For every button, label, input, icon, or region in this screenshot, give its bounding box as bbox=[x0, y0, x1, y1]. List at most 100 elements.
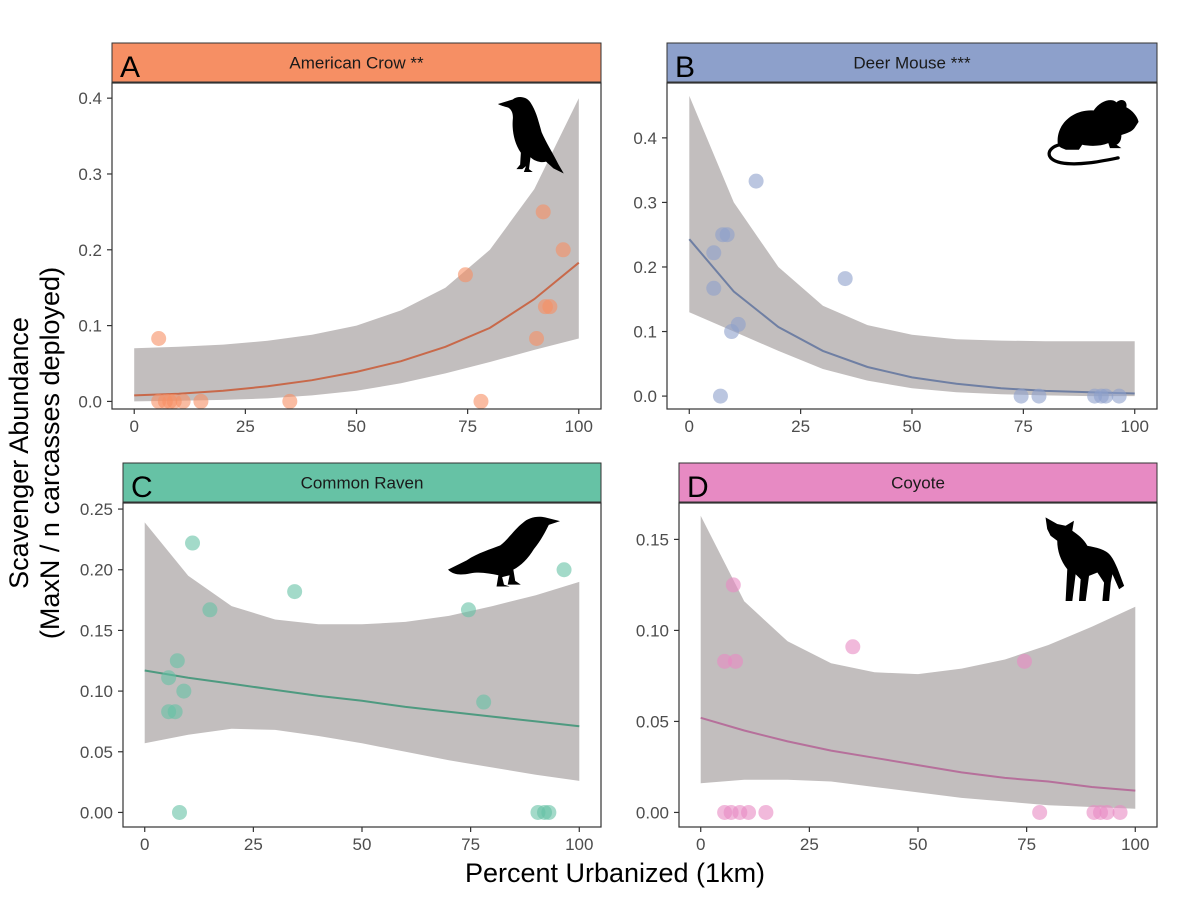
panel-a-y-tick-label: 0.4 bbox=[78, 89, 102, 108]
panel-c-data-point bbox=[476, 694, 492, 710]
panel-b-x-tick-label: 50 bbox=[903, 417, 922, 436]
panel-c-fit-line bbox=[144, 669, 580, 728]
panel-d-fit-line bbox=[700, 716, 1136, 792]
panel-a-data-point bbox=[193, 393, 209, 409]
panel-d-letter: D bbox=[687, 471, 709, 504]
panel-d-confidence-ribbon bbox=[700, 515, 1136, 809]
panel-c-y-tick-label: 0.00 bbox=[80, 803, 113, 822]
panel-d-data-point bbox=[845, 639, 861, 655]
panel-c-data-point bbox=[176, 683, 192, 699]
panel-d-data-point bbox=[1099, 804, 1115, 820]
panel-c-data-point bbox=[169, 653, 185, 669]
panel-b-confidence-ribbon bbox=[689, 95, 1135, 397]
panel-b-y-tick-label: 0.3 bbox=[633, 193, 657, 212]
panel-b-title: Deer Mouse *** bbox=[853, 54, 971, 73]
panel-c-data-point bbox=[171, 804, 187, 820]
panel-c-letter: C bbox=[131, 471, 153, 504]
panel-a-data-point bbox=[282, 393, 298, 409]
panel-c-data-point bbox=[185, 535, 201, 551]
panel-c-data-point bbox=[287, 584, 303, 600]
panel-b: Deer Mouse *** B 0 25 50 75 100 0.0 0.1 0.2 0.3 0.4 bbox=[633, 42, 1158, 436]
panel-d-x-tick-label: 0 bbox=[696, 835, 705, 854]
panel-a-data-point bbox=[555, 242, 571, 258]
panel-a-data-point bbox=[151, 330, 167, 346]
panel-c-y-tick-label: 0.25 bbox=[80, 500, 113, 519]
panel-c-data-point bbox=[556, 562, 572, 578]
panel-a-y-tick-label: 0.2 bbox=[78, 241, 102, 260]
panel-b-data-point bbox=[1098, 388, 1114, 404]
panel-d-x-tick-label: 100 bbox=[1121, 835, 1149, 854]
panel-a-data-point bbox=[175, 393, 191, 409]
panel-c-data-point bbox=[202, 602, 218, 618]
panel-b-data-point bbox=[1111, 388, 1127, 404]
panel-d: Coyote D 0 25 50 75 100 0.00 0.05 0.10 0.15 bbox=[636, 462, 1158, 854]
panel-b-fit-line bbox=[688, 238, 1135, 395]
panel-a-data-point bbox=[529, 330, 545, 346]
panel-b-strip bbox=[666, 42, 1158, 83]
panel-c-data-point bbox=[460, 602, 476, 618]
panel-a-data-point bbox=[542, 299, 558, 315]
panel-a-data-point bbox=[473, 393, 489, 409]
panel-a-x-tick-label: 0 bbox=[129, 417, 138, 436]
panel-c-x-tick-label: 25 bbox=[244, 835, 263, 854]
panel-b-x-tick-label: 75 bbox=[1014, 417, 1033, 436]
panel-d-data-point bbox=[1016, 653, 1032, 669]
panel-d-x-tick-label: 50 bbox=[909, 835, 928, 854]
panel-b-data-point bbox=[730, 316, 746, 332]
panel-b-y-tick-label: 0.2 bbox=[633, 258, 657, 277]
panel-a-x-tick-label: 75 bbox=[458, 417, 477, 436]
panel-a-title: American Crow ** bbox=[289, 54, 424, 73]
panel-b-y-tick-label: 0.0 bbox=[633, 387, 657, 406]
y-axis-title-line1: Scavenger Abundance bbox=[4, 317, 34, 589]
panel-d-data-point bbox=[725, 577, 741, 593]
panel-d-data-point bbox=[1032, 804, 1048, 820]
panel-a-y-tick-label: 0.3 bbox=[78, 165, 102, 184]
y-axis-title-line2: (MaxN / n carcasses deployed) bbox=[35, 267, 65, 639]
panel-c-data-point bbox=[541, 804, 557, 820]
panel-c-strip bbox=[122, 462, 602, 503]
panel-c-data-point bbox=[167, 704, 183, 720]
panel-d-y-tick-label: 0.10 bbox=[636, 621, 669, 640]
panel-b-data-point bbox=[706, 245, 722, 261]
panel-d-data-point bbox=[727, 653, 743, 669]
panel-a-fit-line bbox=[134, 261, 580, 397]
panel-b-x-tick-label: 100 bbox=[1121, 417, 1149, 436]
panel-c-x-tick-label: 75 bbox=[461, 835, 480, 854]
panel-a-strip bbox=[111, 42, 602, 83]
panel-b-data-point bbox=[1031, 388, 1047, 404]
panel-b-y-tick-label: 0.4 bbox=[633, 129, 657, 148]
panel-b-data-point bbox=[712, 388, 728, 404]
panel-a-data-point bbox=[535, 204, 551, 220]
panel-c: Common Raven C 0 25 50 75 100 0.00 0.05 0.10 0.15 0… bbox=[80, 462, 602, 854]
panel-b-data-point bbox=[1013, 388, 1029, 404]
panel-c-x-tick-label: 100 bbox=[565, 835, 593, 854]
panel-c-y-tick-label: 0.15 bbox=[80, 621, 113, 640]
panel-c-confidence-ribbon bbox=[144, 522, 580, 781]
panel-d-strip bbox=[678, 462, 1158, 503]
panel-a-confidence-ribbon bbox=[134, 98, 579, 402]
panel-c-y-tick-label: 0.05 bbox=[80, 743, 113, 762]
panel-a-x-tick-label: 100 bbox=[565, 417, 593, 436]
panel-b-x-tick-label: 25 bbox=[791, 417, 810, 436]
panel-a-y-tick-label: 0.0 bbox=[78, 392, 102, 411]
panel-c-data-point bbox=[161, 670, 177, 686]
panel-d-x-tick-label: 25 bbox=[800, 835, 819, 854]
panel-c-y-tick-label: 0.10 bbox=[80, 682, 113, 701]
panel-b-data-point bbox=[719, 227, 735, 243]
panel-a-data-point bbox=[457, 267, 473, 283]
panel-a-letter: A bbox=[120, 51, 140, 84]
panel-d-data-point bbox=[741, 804, 757, 820]
panel-d-y-tick-label: 0.05 bbox=[636, 712, 669, 731]
panel-a-y-tick-label: 0.1 bbox=[78, 317, 102, 336]
panel-c-title: Common Raven bbox=[301, 474, 424, 493]
panel-c-x-tick-label: 0 bbox=[140, 835, 149, 854]
panel-d-y-tick-label: 0.15 bbox=[636, 530, 669, 549]
panel-a-x-tick-label: 50 bbox=[347, 417, 366, 436]
panel-d-data-point bbox=[717, 653, 733, 669]
panel-b-y-tick-label: 0.1 bbox=[633, 323, 657, 342]
panel-d-x-tick-label: 75 bbox=[1017, 835, 1036, 854]
panel-c-x-tick-label: 50 bbox=[353, 835, 372, 854]
panel-b-data-point bbox=[706, 280, 722, 296]
panel-d-data-point bbox=[758, 804, 774, 820]
